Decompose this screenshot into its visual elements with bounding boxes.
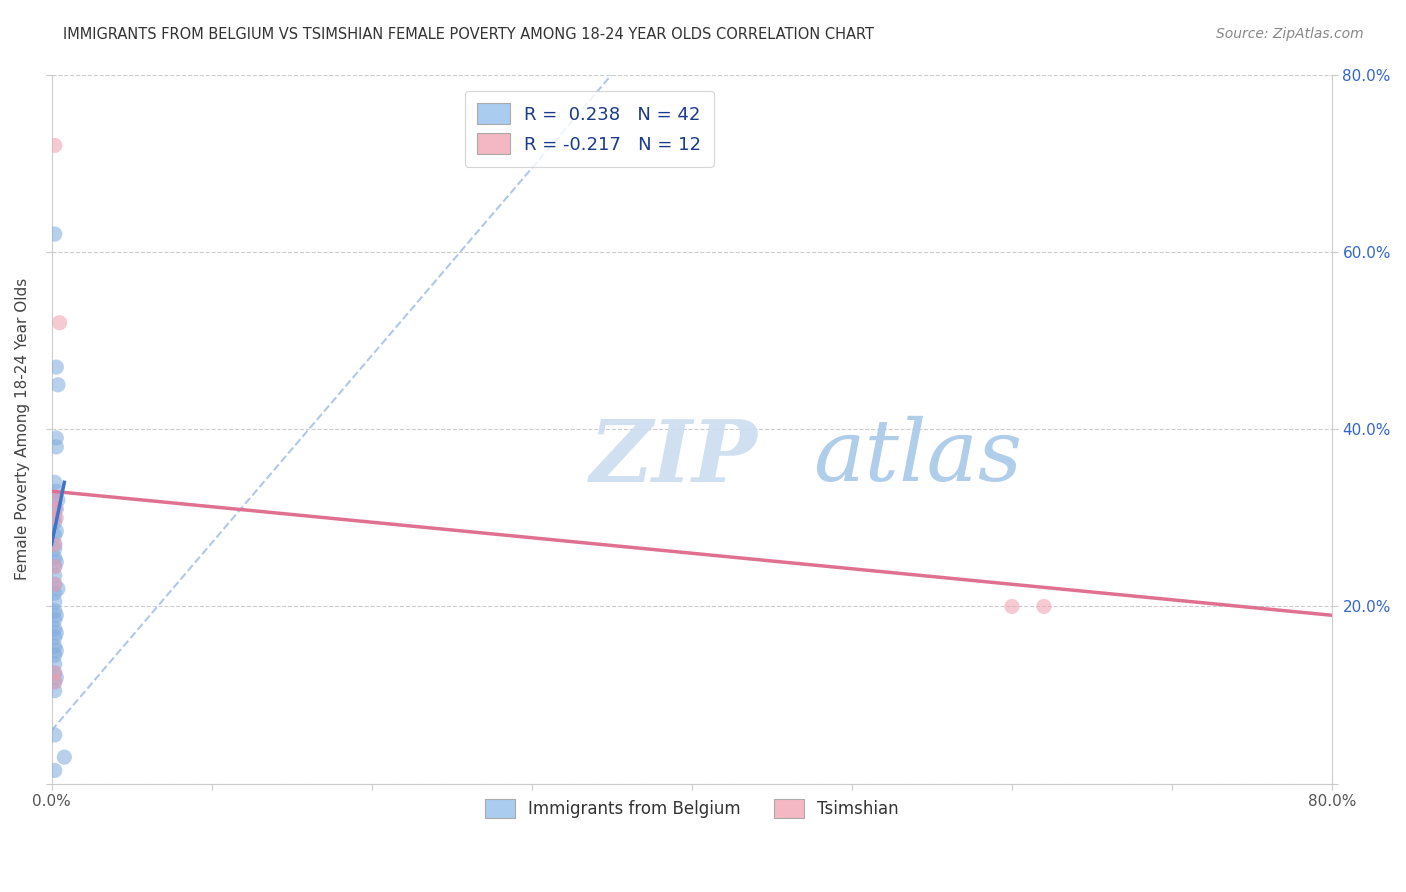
Point [44, 577, 66, 591]
Legend: Immigrants from Belgium, Tsimshian: Immigrants from Belgium, Tsimshian [478, 792, 905, 825]
Point [45, 670, 67, 684]
Point [53, 750, 76, 764]
Point [44, 622, 66, 636]
Point [44, 657, 66, 671]
Point [45, 555, 67, 569]
Point [44, 559, 66, 574]
Text: ZIP: ZIP [589, 416, 758, 500]
Point [44, 528, 66, 542]
Point [44, 537, 66, 551]
Point [44, 577, 66, 591]
Point [44, 665, 66, 680]
Point [44, 665, 66, 680]
Point [44, 683, 66, 698]
Point [44, 559, 66, 574]
Point [46, 493, 69, 508]
Point [45, 626, 67, 640]
Point [44, 648, 66, 663]
Point [44, 586, 66, 600]
Point [44, 640, 66, 654]
Text: Source: ZipAtlas.com: Source: ZipAtlas.com [1216, 27, 1364, 41]
Y-axis label: Female Poverty Among 18-24 Year Olds: Female Poverty Among 18-24 Year Olds [15, 278, 30, 581]
Point [44, 631, 66, 645]
Point [44, 604, 66, 618]
Point [46, 582, 69, 596]
Point [44, 510, 66, 524]
Point [45, 431, 67, 445]
Point [1001, 599, 1024, 614]
Point [45, 484, 67, 499]
Point [45, 360, 67, 375]
Point [44, 227, 66, 241]
Point [48, 316, 70, 330]
Point [44, 475, 66, 490]
Point [44, 138, 66, 153]
Point [44, 541, 66, 556]
Point [44, 674, 66, 689]
Point [44, 493, 66, 508]
Point [45, 440, 67, 454]
Point [46, 377, 69, 392]
Point [44, 764, 66, 778]
Point [44, 502, 66, 516]
Point [45, 608, 67, 623]
Point [44, 515, 66, 529]
Point [44, 550, 66, 565]
Point [44, 568, 66, 582]
Text: atlas: atlas [814, 417, 1022, 499]
Point [45, 502, 67, 516]
Point [45, 644, 67, 658]
Point [45, 510, 67, 524]
Point [44, 537, 66, 551]
Point [45, 524, 67, 538]
Point [44, 595, 66, 609]
Text: IMMIGRANTS FROM BELGIUM VS TSIMSHIAN FEMALE POVERTY AMONG 18-24 YEAR OLDS CORREL: IMMIGRANTS FROM BELGIUM VS TSIMSHIAN FEM… [63, 27, 875, 42]
Point [1033, 599, 1056, 614]
Point [44, 493, 66, 508]
Point [44, 728, 66, 742]
Point [44, 613, 66, 627]
Point [44, 674, 66, 689]
Point [44, 502, 66, 516]
